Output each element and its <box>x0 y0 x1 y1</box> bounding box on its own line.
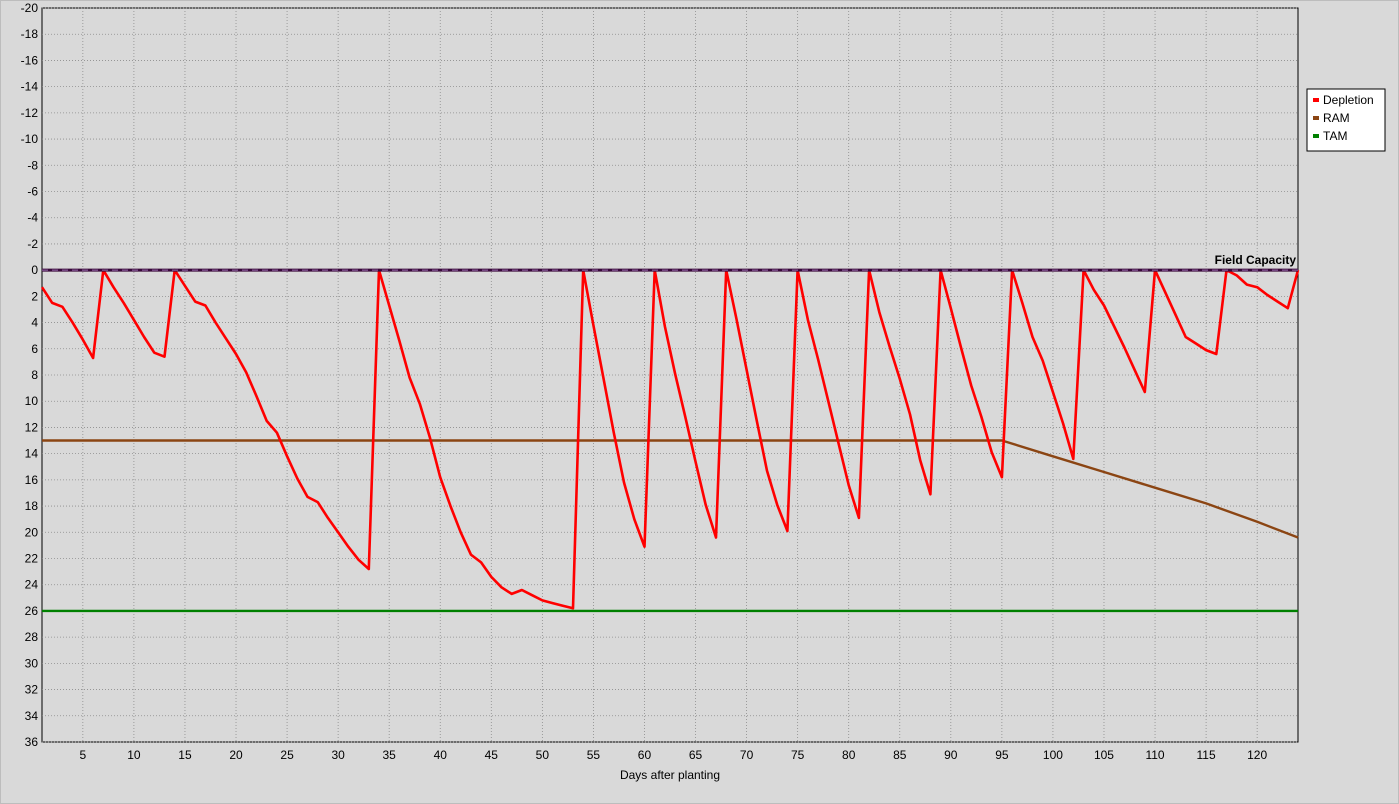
x-tick-label: 65 <box>689 748 703 762</box>
series-lines <box>40 268 1300 613</box>
y-tick-label: 4 <box>31 316 38 330</box>
y-tick-label: 22 <box>25 552 39 566</box>
y-tick-label: 20 <box>25 525 39 539</box>
legend-swatch-depletion <box>1313 98 1319 102</box>
y-tick-label: -10 <box>21 132 39 146</box>
x-tick-label: 40 <box>434 748 448 762</box>
y-tick-label: 14 <box>25 447 39 461</box>
y-tick-label: 18 <box>25 499 39 513</box>
x-tick-label: 105 <box>1094 748 1114 762</box>
legend-label-ram: RAM <box>1323 111 1350 125</box>
y-tick-label: -14 <box>21 80 39 94</box>
tick-labels: 5 10 15 20 25 30 35 40 45 50 55 60 65 70 75 80 85 90 95 100… <box>21 1 1268 762</box>
y-tick-label: 34 <box>25 709 39 723</box>
grid-lines <box>42 7 1298 743</box>
y-tick-label: 30 <box>25 656 39 670</box>
x-tick-label: 95 <box>995 748 1009 762</box>
x-tick-label: 55 <box>587 748 601 762</box>
legend-swatch-tam <box>1313 134 1319 138</box>
x-tick-label: 20 <box>229 748 243 762</box>
legend-box <box>1306 88 1386 152</box>
y-tick-label: -20 <box>21 1 39 15</box>
x-tick-label: 85 <box>893 748 907 762</box>
x-tick-label: 45 <box>485 748 499 762</box>
x-tick-label: 10 <box>127 748 141 762</box>
x-tick-label: 120 <box>1247 748 1267 762</box>
x-tick-label: 100 <box>1043 748 1063 762</box>
x-tick-label: 90 <box>944 748 958 762</box>
y-tick-label: 16 <box>25 473 39 487</box>
x-tick-label: 75 <box>791 748 805 762</box>
y-tick-label: 0 <box>31 263 38 277</box>
x-tick-label: 35 <box>383 748 397 762</box>
x-tick-label: 115 <box>1197 748 1216 762</box>
y-tick-label: -2 <box>27 237 38 251</box>
y-tick-label: 32 <box>25 683 39 697</box>
x-tick-label: 110 <box>1145 748 1164 762</box>
legend-label-tam: TAM <box>1323 129 1347 143</box>
legend-label-depletion: Depletion <box>1323 93 1374 107</box>
legend: Depletion RAM TAM <box>1306 88 1386 152</box>
y-tick-label: 24 <box>25 578 39 592</box>
y-tick-label: 28 <box>25 630 39 644</box>
y-tick-label: 6 <box>31 342 38 356</box>
y-tick-label: 10 <box>25 394 39 408</box>
series-line-ram <box>42 439 1299 539</box>
x-tick-label: 30 <box>331 748 345 762</box>
series-line-depletion <box>40 268 1300 610</box>
annotations: Field Capacity <box>42 253 1298 272</box>
y-tick-label: 8 <box>31 368 38 382</box>
legend-swatch-ram <box>1313 116 1319 120</box>
field-capacity-label: Field Capacity <box>1215 253 1297 267</box>
x-axis-label: Days after planting <box>620 768 720 782</box>
y-tick-label: -8 <box>27 158 38 172</box>
x-tick-label: 60 <box>638 748 652 762</box>
y-tick-label: -16 <box>21 53 39 67</box>
y-tick-label: -18 <box>21 27 39 41</box>
x-tick-label: 5 <box>80 748 87 762</box>
y-tick-label: -12 <box>21 106 39 120</box>
x-tick-label: 80 <box>842 748 856 762</box>
y-tick-label: 26 <box>25 604 39 618</box>
x-tick-label: 25 <box>280 748 294 762</box>
y-tick-label: 2 <box>31 289 38 303</box>
x-tick-label: 15 <box>178 748 192 762</box>
y-tick-label: 36 <box>25 735 39 749</box>
x-tick-label: 50 <box>536 748 550 762</box>
y-tick-label: -6 <box>27 185 38 199</box>
y-tick-label: 12 <box>25 420 39 434</box>
x-tick-label: 70 <box>740 748 754 762</box>
y-tick-label: -4 <box>27 211 38 225</box>
